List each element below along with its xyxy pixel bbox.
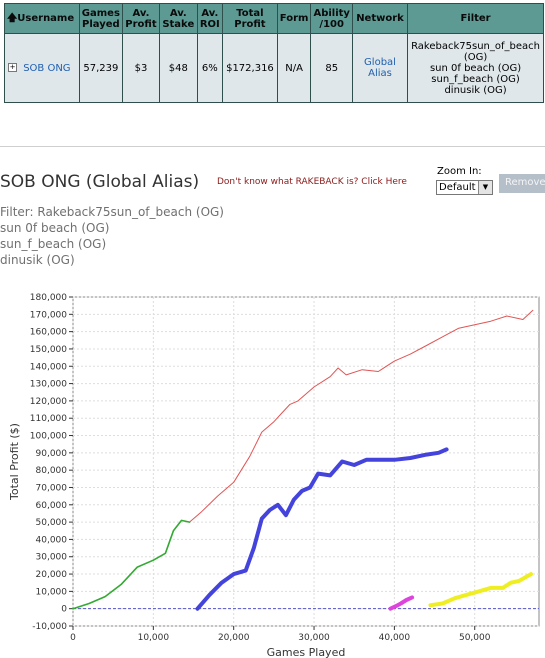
series-line (195, 447, 449, 611)
chevron-down-icon[interactable]: ▼ (478, 181, 492, 194)
x-tick-label: 30,000 (298, 633, 330, 643)
y-tick-label: 150,000 (30, 345, 67, 355)
filter-info: Filter: Rakeback75sun_of_beach (OG) sun … (0, 204, 224, 268)
series-line (428, 572, 533, 608)
x-tick-label: 40,000 (379, 633, 411, 643)
y-tick-label: 20,000 (36, 570, 68, 580)
y-tick-label: -10,000 (32, 622, 67, 632)
zoom-label: Zoom In: (437, 166, 482, 177)
rakeback-link[interactable]: Don't know what RAKEBACK is? Click Here (217, 177, 407, 187)
y-tick-label: 80,000 (36, 466, 68, 476)
cell-ability: 85 (310, 33, 353, 103)
cell-av-stake: $48 (159, 33, 198, 103)
col-form[interactable]: Form (276, 3, 312, 34)
col-av-stake[interactable]: Av. Stake (159, 3, 198, 34)
zoom-selected-value: Default (439, 182, 476, 193)
plot-area (72, 296, 540, 627)
filter-line: sun_f_beach (OG) (431, 73, 520, 85)
y-tick-label: 10,000 (36, 587, 68, 597)
expand-icon[interactable]: + (8, 63, 17, 72)
cell-form: N/A (276, 33, 312, 103)
player-stats-table: 🡅Username Games Played Av. Profit Av. St… (4, 3, 544, 103)
cell-filter: Rakeback75sun_of_beach (OG) sun 0f beach… (407, 33, 544, 103)
y-tick-label: 70,000 (36, 483, 68, 493)
y-tick-label: 40,000 (36, 535, 68, 545)
col-av-profit[interactable]: Av. Profit (121, 3, 161, 34)
col-games-played[interactable]: Games Played (78, 3, 123, 34)
cell-av-roi: 6% (196, 33, 224, 103)
col-total-profit[interactable]: Total Profit (222, 3, 278, 34)
col-filter: Filter (407, 3, 544, 34)
col-network[interactable]: Network (351, 3, 409, 34)
col-av-roi[interactable]: Av. ROI (196, 3, 224, 34)
y-tick-label: 0 (61, 605, 67, 615)
y-axis-label: Total Profit ($) (8, 423, 21, 501)
profit-chart: -10,000010,00020,00030,00040,00050,00060… (8, 293, 540, 658)
y-tick-label: 170,000 (30, 310, 67, 320)
y-tick-label: 60,000 (36, 501, 68, 511)
y-tick-label: 110,000 (30, 414, 67, 424)
filter-line: sun_f_beach (OG) (0, 237, 107, 251)
filter-line: Filter: Rakeback75sun_of_beach (OG) (0, 205, 224, 219)
y-tick-label: 160,000 (30, 328, 67, 338)
filter-line: Rakeback75sun_of_beach (OG) (411, 40, 540, 63)
cell-username: + SOB ONG (4, 33, 80, 103)
filter-line: sun 0f beach (OG) (429, 62, 522, 74)
filter-line: dinusik (OG) (0, 253, 75, 267)
y-tick-label: 120,000 (30, 397, 67, 407)
divider (0, 146, 545, 147)
series-line (388, 595, 415, 611)
cell-total-profit: $172,316 (222, 33, 278, 103)
x-tick-label: 50,000 (459, 633, 491, 643)
series-line (72, 519, 191, 610)
cell-games-played: 57,239 (78, 33, 123, 103)
filter-line: dinusik (OG) (444, 84, 507, 96)
y-tick-label: 90,000 (36, 449, 68, 459)
table-row: + SOB ONG 57,239 $3 $48 6% $172,316 N/A … (4, 33, 544, 103)
y-tick-label: 180,000 (30, 293, 67, 303)
y-tick-label: 50,000 (36, 518, 68, 528)
y-tick-label: 130,000 (30, 380, 67, 390)
player-link[interactable]: SOB ONG (23, 62, 71, 74)
y-tick-label: 30,000 (36, 553, 68, 563)
x-tick-label: 20,000 (218, 633, 250, 643)
col-username[interactable]: 🡅Username (4, 3, 80, 34)
col-username-label[interactable]: Username (17, 13, 75, 24)
y-tick-label: 100,000 (30, 432, 67, 442)
zoom-select[interactable]: Default ▼ (436, 180, 493, 195)
x-tick-label: 10,000 (138, 633, 170, 643)
col-ability[interactable]: Ability /100 (310, 3, 353, 34)
cell-av-profit: $3 (121, 33, 161, 103)
filter-line: sun 0f beach (OG) (0, 221, 110, 235)
page-title: SOB ONG (Global Alias) (0, 172, 200, 192)
remove-button[interactable]: Remove (499, 174, 545, 193)
x-tick-label: 0 (70, 633, 76, 643)
y-tick-label: 140,000 (30, 362, 67, 372)
x-axis-label: Games Played (267, 646, 346, 658)
cell-network[interactable]: Global Alias (351, 33, 409, 103)
sort-arrow-icon[interactable]: 🡅 (7, 13, 18, 24)
